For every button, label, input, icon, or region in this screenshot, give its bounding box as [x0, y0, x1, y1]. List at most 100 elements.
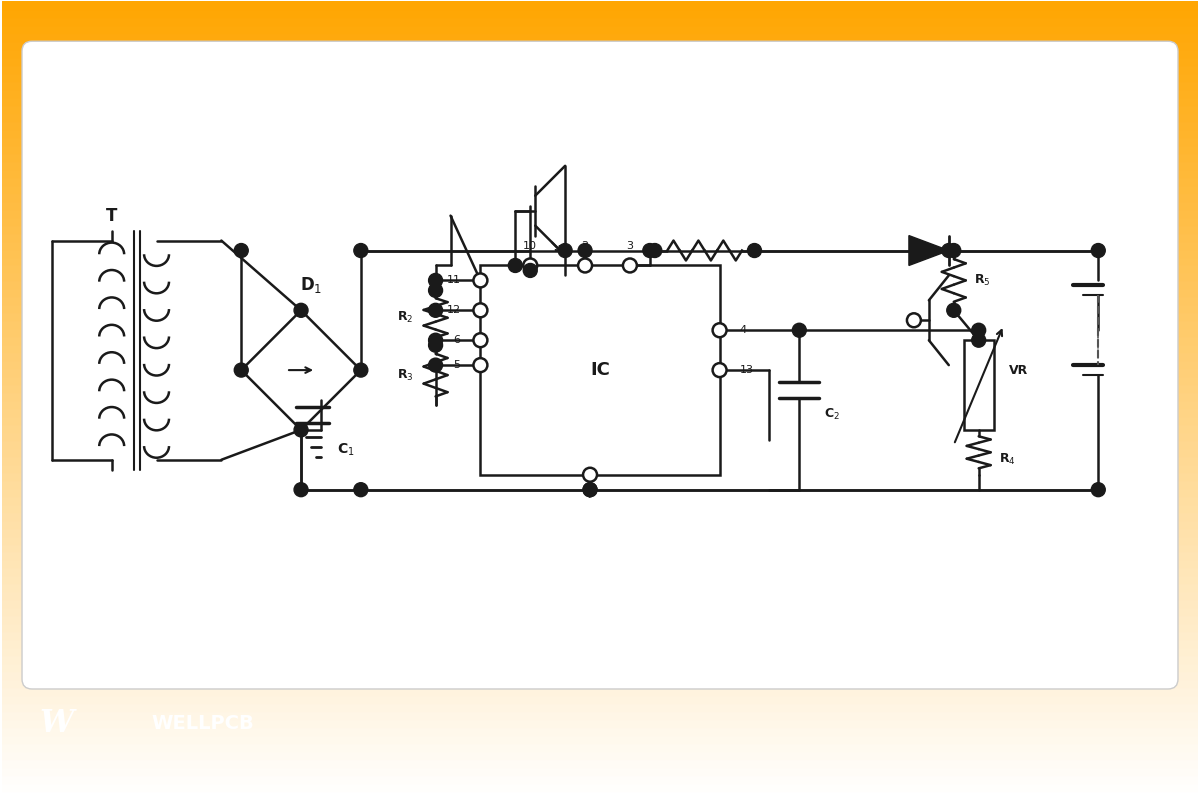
Bar — [2, 73, 1198, 81]
Bar — [2, 328, 1198, 336]
Bar — [2, 464, 1198, 472]
Circle shape — [474, 358, 487, 372]
Bar — [2, 376, 1198, 384]
Text: T: T — [106, 206, 118, 225]
Text: R$_5$: R$_5$ — [973, 273, 990, 288]
Bar — [2, 599, 1198, 607]
Bar — [2, 241, 1198, 249]
Circle shape — [294, 482, 308, 497]
Circle shape — [713, 323, 726, 338]
Bar — [2, 663, 1198, 671]
Bar — [2, 288, 1198, 296]
Bar — [2, 727, 1198, 735]
Circle shape — [234, 243, 248, 258]
Bar — [2, 543, 1198, 551]
Bar — [2, 161, 1198, 169]
Bar — [480, 266, 720, 474]
Text: 11: 11 — [446, 275, 461, 286]
Circle shape — [428, 274, 443, 287]
Text: 2: 2 — [582, 241, 589, 250]
Circle shape — [428, 338, 443, 352]
Circle shape — [578, 243, 592, 258]
Bar — [2, 551, 1198, 559]
Circle shape — [947, 243, 961, 258]
Bar — [2, 400, 1198, 408]
Bar — [2, 559, 1198, 567]
Circle shape — [578, 258, 592, 273]
Text: 13: 13 — [739, 365, 754, 375]
Text: R$_4$: R$_4$ — [998, 452, 1015, 467]
Bar — [2, 440, 1198, 448]
Circle shape — [354, 363, 368, 377]
Text: 7: 7 — [587, 490, 594, 500]
Bar — [2, 392, 1198, 400]
Bar — [2, 2, 1198, 10]
Bar — [2, 496, 1198, 504]
Bar — [2, 121, 1198, 129]
Bar — [2, 711, 1198, 719]
Circle shape — [583, 468, 598, 482]
Bar — [2, 519, 1198, 527]
Bar — [2, 97, 1198, 105]
Bar — [2, 50, 1198, 57]
Circle shape — [907, 314, 920, 327]
Bar — [2, 623, 1198, 631]
Bar — [2, 304, 1198, 312]
Circle shape — [474, 274, 487, 287]
Circle shape — [792, 323, 806, 338]
Circle shape — [942, 243, 955, 258]
Circle shape — [474, 303, 487, 318]
Bar — [2, 655, 1198, 663]
Bar — [2, 735, 1198, 743]
Bar — [2, 758, 1198, 766]
Bar — [2, 695, 1198, 703]
Circle shape — [1091, 482, 1105, 497]
Bar — [2, 89, 1198, 97]
Bar — [2, 575, 1198, 583]
Bar — [2, 296, 1198, 304]
Bar — [2, 320, 1198, 328]
Bar — [2, 782, 1198, 790]
Bar — [2, 57, 1198, 65]
Circle shape — [972, 323, 985, 338]
Text: 10: 10 — [523, 241, 538, 250]
Text: C$_2$: C$_2$ — [824, 407, 840, 422]
Circle shape — [428, 334, 443, 347]
Circle shape — [623, 258, 637, 273]
Circle shape — [713, 363, 726, 377]
Bar — [2, 34, 1198, 42]
Bar — [2, 448, 1198, 456]
Circle shape — [1091, 243, 1105, 258]
Text: VR: VR — [1008, 364, 1028, 377]
Bar — [2, 512, 1198, 519]
Bar — [2, 424, 1198, 432]
Circle shape — [523, 258, 538, 273]
Bar — [2, 336, 1198, 344]
Bar — [2, 384, 1198, 392]
Circle shape — [648, 243, 661, 258]
Bar — [2, 472, 1198, 480]
Circle shape — [558, 243, 572, 258]
Bar — [2, 774, 1198, 782]
Bar — [2, 631, 1198, 639]
Circle shape — [354, 243, 368, 258]
Bar — [2, 583, 1198, 591]
Circle shape — [583, 482, 598, 497]
Bar — [2, 432, 1198, 440]
Bar — [2, 65, 1198, 73]
Text: 6: 6 — [454, 335, 461, 346]
Bar — [2, 750, 1198, 758]
Bar — [2, 26, 1198, 34]
Text: R$_2$: R$_2$ — [397, 310, 414, 326]
Bar — [2, 703, 1198, 711]
Bar — [2, 137, 1198, 145]
Text: WELLPCB: WELLPCB — [151, 714, 254, 734]
Circle shape — [354, 482, 368, 497]
Text: 3: 3 — [626, 241, 634, 250]
Bar — [2, 145, 1198, 153]
Circle shape — [509, 258, 522, 273]
Bar — [2, 265, 1198, 273]
Circle shape — [428, 358, 443, 372]
Bar — [2, 312, 1198, 320]
Bar — [2, 225, 1198, 233]
